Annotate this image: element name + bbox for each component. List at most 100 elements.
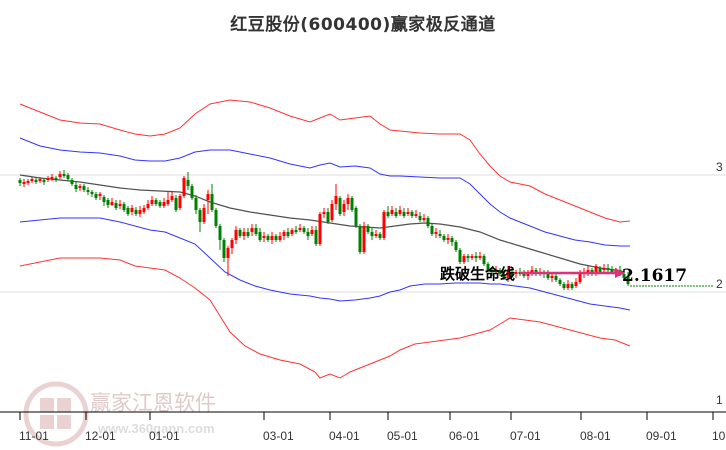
- candle: [310, 226, 314, 236]
- candle: [238, 228, 242, 238]
- candle: [414, 210, 418, 218]
- inner-upper-line: [19, 137, 630, 247]
- candle: [98, 192, 102, 200]
- candle: [222, 238, 226, 262]
- candle: [622, 270, 626, 280]
- candle: [142, 205, 146, 214]
- candle: [602, 264, 606, 272]
- candle: [514, 270, 518, 278]
- x-tick-label: 06-01: [449, 429, 480, 443]
- candlesticks: [18, 170, 630, 290]
- candle: [110, 198, 114, 206]
- candle: [386, 206, 390, 218]
- candle: [562, 282, 566, 290]
- candle: [474, 252, 478, 262]
- candle: [302, 226, 306, 234]
- candle: [198, 208, 202, 232]
- candle: [410, 210, 414, 218]
- candle: [26, 179, 30, 185]
- candle: [134, 207, 138, 216]
- candle: [330, 200, 334, 222]
- candle: [402, 208, 406, 218]
- candle: [186, 172, 190, 190]
- candle: [546, 270, 550, 280]
- candle: [454, 240, 458, 252]
- gridlines: [0, 174, 726, 293]
- candle: [30, 177, 34, 183]
- candle: [206, 190, 210, 214]
- candle: [458, 248, 462, 264]
- candle: [214, 208, 218, 228]
- candle: [314, 226, 318, 246]
- x-tick-label: 09-01: [646, 429, 677, 443]
- candle: [566, 280, 570, 290]
- candle: [162, 198, 166, 208]
- watermark-url: www.360gann.com: [97, 421, 215, 436]
- x-tick-label: 05-01: [387, 429, 418, 443]
- candle: [102, 195, 106, 206]
- candle: [270, 232, 274, 244]
- candle: [490, 268, 494, 276]
- candle: [586, 266, 590, 276]
- candle: [574, 278, 578, 288]
- candle: [170, 192, 174, 202]
- candle: [178, 194, 182, 210]
- candle: [86, 187, 90, 195]
- watermark-brand: 赢家江恩软件: [90, 391, 216, 415]
- candle: [258, 228, 262, 242]
- inner-lower-line: [19, 217, 631, 311]
- candle: [570, 282, 574, 290]
- candle: [354, 206, 358, 228]
- y-tick-label: 2: [716, 277, 723, 291]
- candle: [418, 212, 422, 222]
- candle: [510, 268, 514, 278]
- candle: [54, 176, 58, 182]
- candle: [118, 200, 122, 209]
- candle: [250, 224, 254, 236]
- candle: [274, 234, 278, 242]
- y-tick-label: 1: [716, 393, 723, 407]
- candle: [50, 174, 54, 181]
- candle: [166, 192, 170, 206]
- candle: [294, 226, 298, 234]
- candle: [22, 179, 26, 187]
- candle: [350, 196, 354, 212]
- y-tick-label: 3: [716, 160, 723, 174]
- candle: [126, 206, 130, 216]
- candle: [486, 262, 490, 272]
- outer-lower-line: [19, 257, 631, 379]
- candle: [470, 254, 474, 260]
- candle: [58, 171, 62, 179]
- candle: [42, 178, 46, 185]
- candle: [306, 228, 310, 240]
- candle: [150, 196, 154, 206]
- x-tick-label: 04-01: [329, 429, 360, 443]
- candle: [34, 178, 38, 184]
- candle: [378, 232, 382, 240]
- candle: [62, 170, 66, 178]
- candle: [174, 195, 178, 212]
- x-tick-label: 03-01: [263, 429, 294, 443]
- candle: [46, 176, 50, 182]
- candle: [226, 246, 230, 276]
- candle: [406, 208, 410, 216]
- candle: [138, 206, 142, 217]
- candle: [218, 224, 222, 250]
- candle: [506, 266, 510, 282]
- candle: [290, 228, 294, 236]
- candle: [90, 190, 94, 197]
- candle: [318, 212, 322, 246]
- candle: [326, 208, 330, 224]
- candle: [626, 272, 630, 286]
- candle: [18, 178, 22, 186]
- candle: [362, 222, 366, 254]
- candle: [526, 270, 530, 280]
- candle: [298, 224, 302, 232]
- candle: [450, 236, 454, 246]
- candle: [106, 198, 110, 208]
- candle: [282, 230, 286, 240]
- x-axis: 11-01 12-01 01-01 03-01 04-01 05-01 06-01 07-01…: [0, 411, 726, 443]
- candle: [398, 206, 402, 216]
- candle: [554, 274, 558, 282]
